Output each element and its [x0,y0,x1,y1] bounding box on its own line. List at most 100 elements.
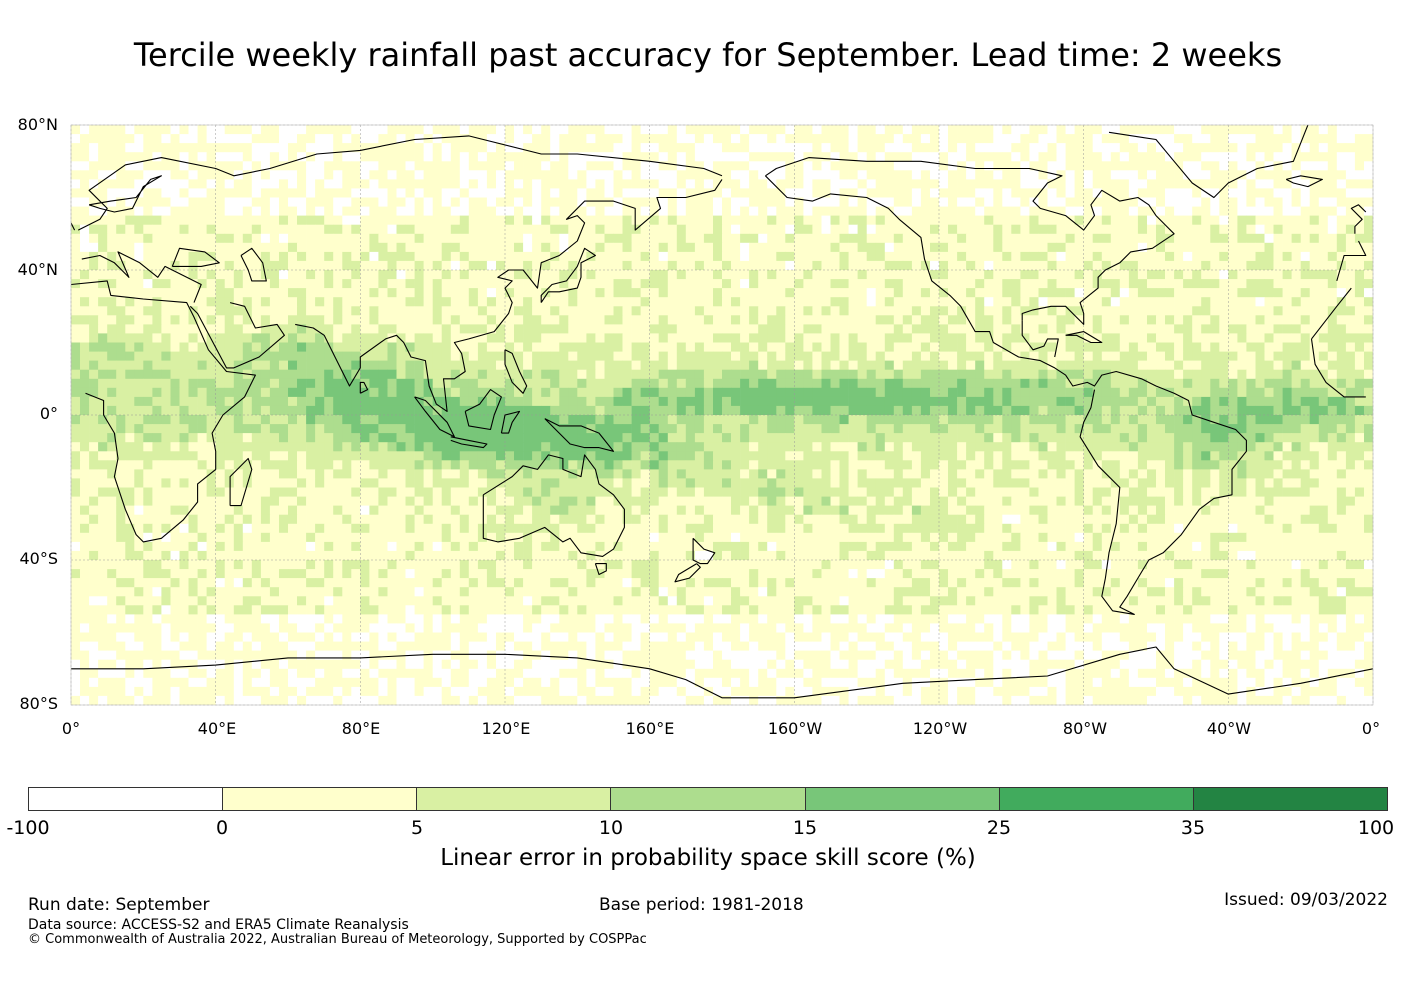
skill-cell [71,152,81,162]
skill-cell [125,315,135,325]
skill-cell [396,134,406,144]
skill-cell [685,351,696,362]
skill-cell [622,251,632,262]
skill-cell [333,433,343,443]
skill-cell [405,143,415,153]
skill-cell [1282,369,1292,380]
skill-cell [369,288,379,298]
skill-cell [269,306,280,316]
skill-cell [1020,179,1030,189]
skill-cell [71,306,81,316]
skill-cell [496,134,506,144]
skill-map[interactable] [0,0,1416,760]
skill-cell [830,188,840,198]
skill-cell [423,251,433,262]
skill-cell [649,351,660,362]
skill-cell [1110,152,1121,162]
skill-cell [920,415,931,425]
skill-cell [586,415,596,425]
skill-cell [242,270,253,280]
skill-cell [1327,351,1338,362]
skill-cell [98,125,108,135]
skill-cell [1219,161,1229,171]
skill-cell [1282,297,1292,307]
skill-cell [1300,251,1311,262]
skill-cell [1246,242,1256,253]
skill-cell [242,324,253,334]
skill-cell [1083,333,1094,343]
skill-cell [893,297,904,307]
skill-cell [360,306,370,316]
skill-cell [857,143,867,153]
skill-cell [749,288,759,298]
skill-cell [586,279,596,289]
skill-cell [966,342,976,352]
skill-cell [975,333,985,343]
skill-cell [1092,342,1103,352]
skill-cell [260,179,271,189]
skill-cell [532,224,542,235]
skill-cell [161,188,171,198]
skill-cell [1201,306,1211,316]
skill-cell [713,324,723,334]
skill-cell [930,306,940,316]
skill-cell [1336,170,1347,180]
skill-cell [649,369,660,380]
skill-cell [875,143,886,153]
skill-cell [713,197,723,207]
skill-cell [794,405,804,416]
skill-cell [667,424,678,434]
skill-cell [1282,215,1292,226]
skill-cell [812,297,822,307]
skill-cell [939,233,949,244]
skill-cell [1300,161,1311,171]
skill-cell [197,369,207,380]
skill-cell [1029,315,1039,325]
skill-cell [125,152,135,162]
skill-cell [143,378,153,389]
skill-cell [541,206,551,217]
skill-cell [550,270,560,280]
skill-cell [134,342,144,352]
skill-cell [269,405,280,416]
skill-cell [703,224,714,235]
skill-cell [550,143,560,153]
skill-cell [803,360,813,371]
skill-cell [378,306,388,316]
skill-cell [387,369,397,380]
skill-cell [1364,224,1373,235]
skill-cell [188,188,198,198]
skill-cell [324,369,334,380]
skill-cell [1192,260,1202,271]
skill-cell [215,260,226,271]
skill-cell [920,306,931,316]
skill-cell [450,288,461,298]
skill-cell [1065,424,1075,434]
skill-cell [215,251,226,262]
skill-cell [731,306,741,316]
skill-cell [993,378,1003,389]
skill-cell [477,415,488,425]
skill-cell [206,405,216,416]
skill-cell [703,351,714,362]
skill-cell [297,342,307,352]
skill-cell [197,251,207,262]
skill-cell [432,224,443,235]
skill-cell [812,369,822,380]
skill-cell [1065,297,1075,307]
skill-cell [71,297,81,307]
skill-cell [939,152,949,162]
skill-cell [1291,270,1301,280]
skill-cell [839,233,849,244]
skill-cell [884,415,895,425]
skill-cell [1074,242,1084,253]
skill-cell [812,224,822,235]
skill-cell [902,333,913,343]
skill-cell [957,233,967,244]
skill-cell [1128,297,1139,307]
skill-cell [152,161,162,171]
skill-cell [948,279,958,289]
skill-cell [523,260,533,271]
skill-cell [197,152,207,162]
skill-cell [1083,260,1094,271]
